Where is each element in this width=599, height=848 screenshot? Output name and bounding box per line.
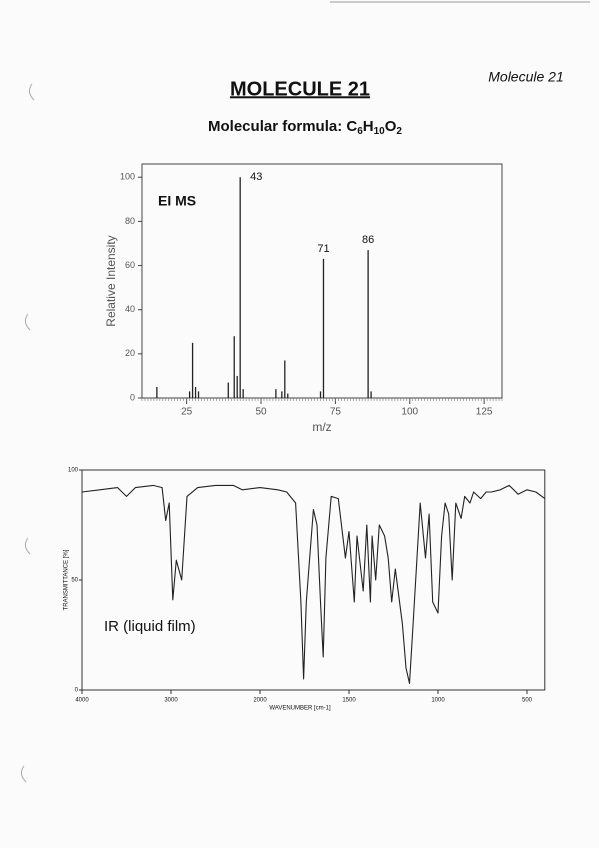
y-tick-label: 60 (125, 260, 135, 270)
y-tick-label: 20 (125, 348, 135, 358)
x-tick-label: 100 (401, 407, 418, 418)
formula: Molecular formula: C6H10O2 (208, 118, 402, 137)
element-count: 10 (374, 126, 386, 137)
x-tick-label: 4000 (75, 698, 89, 704)
x-tick-label: 500 (522, 698, 533, 704)
y-tick-label: 100 (68, 468, 79, 474)
y-tick-label: 80 (125, 216, 135, 226)
x-tick-label: 125 (476, 407, 493, 418)
peak-label: 71 (317, 243, 329, 255)
y-tick-label: 0 (75, 688, 79, 694)
y-tick-label: 100 (120, 172, 135, 182)
ir-trace (81, 484, 546, 684)
x-tick-label: 1500 (342, 698, 356, 704)
spectrum-label: EI MS (158, 193, 196, 209)
y-axis-label: TRANSMITTANCE [%] (64, 549, 70, 610)
y-tick-label: 40 (125, 304, 135, 314)
spectrum-label: IR (liquid film) (104, 618, 196, 635)
element-symbol: H (363, 118, 374, 135)
x-tick-label: 50 (255, 407, 267, 418)
y-axis-label: Relative Intensity (104, 235, 118, 326)
page-title: MOLECULE 21 (230, 78, 370, 100)
y-tick-label: 0 (130, 392, 135, 402)
element-count: 2 (396, 126, 402, 137)
formula-label: Molecular formula: (208, 118, 342, 135)
punch-hole (24, 537, 31, 555)
x-tick-label: 25 (181, 407, 193, 418)
element-symbol: O (385, 118, 397, 135)
x-tick-label: 1000 (431, 698, 445, 704)
x-tick-label: 2000 (253, 698, 267, 704)
x-tick-label: 75 (330, 407, 342, 418)
peak-label: 43 (250, 171, 262, 183)
punch-hole (28, 83, 35, 101)
plot-frame (141, 163, 503, 399)
element-count: 6 (357, 126, 363, 137)
x-tick-label: 3000 (164, 698, 178, 704)
x-axis-label: WAVENUMBER [cm-1] (269, 706, 331, 712)
peak-label: 86 (362, 234, 374, 246)
x-axis-label: m/z (312, 420, 331, 434)
punch-hole (24, 313, 31, 331)
punch-hole (20, 765, 27, 783)
y-tick-label: 50 (71, 578, 78, 584)
element-symbol: C (346, 118, 357, 135)
corner-note: Molecule 21 (488, 69, 564, 85)
